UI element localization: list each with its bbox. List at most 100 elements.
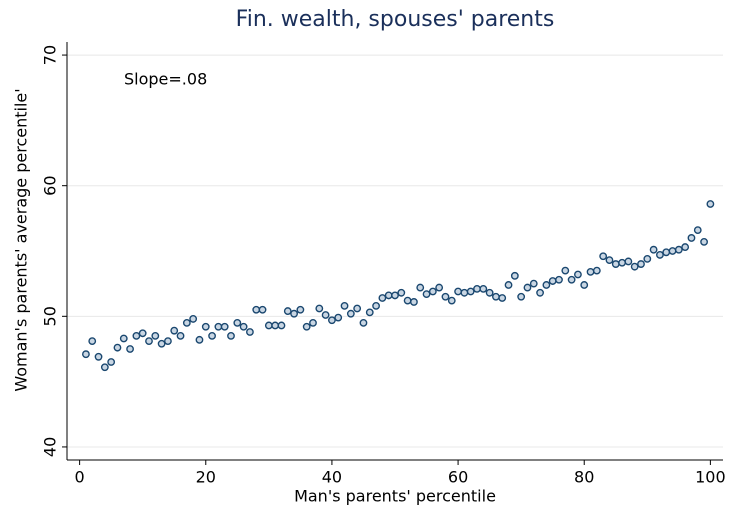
point [227,332,235,340]
point [630,262,639,271]
point [397,288,406,297]
annotation: Slope=.08 [124,70,207,89]
point [359,318,368,327]
x-tick-label: 40 [322,468,342,487]
point [145,337,153,346]
point [214,322,223,331]
point [283,307,292,315]
point [315,304,324,313]
y-tick-label: 40 [41,437,60,457]
point [391,291,399,300]
point [473,284,481,293]
point [416,283,425,292]
point [643,254,652,263]
point [567,275,576,284]
point [693,226,702,235]
point [637,260,645,268]
point [687,234,696,242]
point [700,237,708,246]
point [510,271,519,280]
point [119,334,128,343]
point [220,322,229,331]
point [353,304,362,313]
point [681,243,690,251]
x-tick-label: 60 [448,468,468,487]
point [189,315,198,323]
y-axis-label: Woman's parents' average percentile' [12,88,31,391]
point [82,350,90,359]
point [536,288,544,297]
point [170,326,179,335]
point [599,252,608,261]
point [504,281,513,289]
point [580,281,589,289]
x-tick-label: 20 [196,468,216,487]
point [618,258,626,267]
point [428,287,437,296]
point [365,308,374,317]
point [656,251,664,259]
x-tick-label: 0 [75,468,85,487]
point [555,275,563,284]
point [321,311,330,319]
point [346,309,355,318]
point [277,321,286,330]
point [561,266,570,275]
point [668,247,677,255]
point [126,345,134,353]
point [151,332,160,340]
point [302,322,311,331]
point [94,352,103,361]
point [208,332,216,340]
point [233,318,242,327]
point [195,335,204,344]
point [176,332,185,340]
point [138,329,147,338]
point [706,200,715,208]
point [466,287,475,296]
point [246,328,254,336]
point [100,363,109,372]
x-tick-label: 100 [695,468,726,487]
point [492,292,500,301]
y-tick-label: 60 [41,176,60,196]
point [271,321,280,330]
point [182,318,191,327]
point [258,305,267,314]
x-axis-label: Man's parents' percentile [294,487,496,506]
point [239,322,248,331]
point [649,245,658,254]
point [157,339,166,348]
point [252,305,261,314]
point [447,296,456,305]
point [605,256,614,265]
x-tick-label: 80 [574,468,594,487]
point [328,316,336,325]
point [592,266,601,275]
point [88,337,97,346]
point [498,294,507,302]
point [264,321,273,330]
point [517,292,526,301]
point [454,287,462,296]
point [113,343,122,352]
chart-title: Fin. wealth, spouses' parents [236,7,555,32]
point [378,294,387,302]
point [662,248,671,257]
point [410,298,418,306]
point [441,292,450,301]
point [334,313,343,322]
point [384,291,393,300]
point [611,260,620,268]
point [107,358,116,366]
point [523,283,532,292]
point [132,332,141,340]
y-tick-label: 50 [41,306,60,326]
point [372,301,380,310]
point [296,305,305,314]
point [422,290,431,299]
point [624,257,633,266]
point [460,288,469,297]
point [403,296,412,305]
